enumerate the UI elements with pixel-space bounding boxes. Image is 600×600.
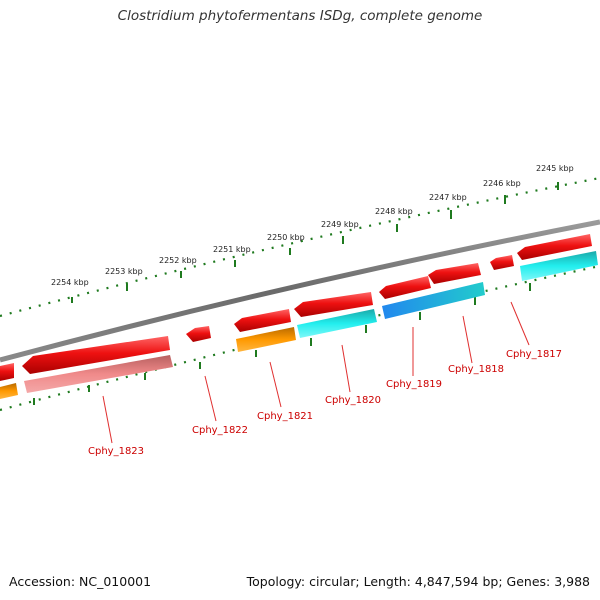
outer-ruler-major-ticks	[71, 182, 559, 303]
gene-arrow[interactable]	[490, 255, 514, 270]
gene-arrow[interactable]	[428, 263, 481, 284]
map-title: Clostridium phytofermentans ISDg, comple…	[117, 8, 483, 24]
inner-ruler-major-ticks	[33, 283, 531, 405]
gene-label-cphy-1818[interactable]: Cphy_1818	[448, 364, 504, 375]
ruler-label: 2246 kbp	[483, 179, 521, 188]
leader-line	[510, 301, 530, 346]
gene-label-cphy-1817[interactable]: Cphy_1817	[506, 349, 562, 360]
gene-label-cphy-1819[interactable]: Cphy_1819	[386, 379, 442, 390]
category-band	[0, 251, 598, 399]
ruler-label: 2254 kbp	[51, 278, 89, 287]
gene-label-cphy-1823[interactable]: Cphy_1823	[88, 446, 144, 457]
gene-category-block[interactable]	[236, 327, 296, 352]
accession-text: Accession: NC_010001	[9, 574, 152, 589]
leader-line	[204, 375, 217, 422]
gene-category-block[interactable]	[382, 282, 485, 319]
gene-category-block[interactable]	[520, 251, 598, 281]
gene-arrow[interactable]	[294, 292, 373, 317]
gene-label-cphy-1822[interactable]: Cphy_1822	[192, 425, 248, 436]
gene-arrow[interactable]	[517, 234, 592, 260]
ruler-label: 2253 kbp	[105, 267, 143, 276]
gene-category-block[interactable]	[24, 355, 173, 393]
gene-label-cphy-1821[interactable]: Cphy_1821	[257, 411, 313, 422]
label-leaders	[102, 301, 530, 444]
gene-arrow[interactable]	[234, 309, 291, 332]
ruler-label: 2245 kbp	[536, 164, 574, 173]
ruler-label: 2251 kbp	[213, 245, 251, 254]
leader-line	[462, 315, 473, 364]
forward-strand	[0, 234, 592, 381]
leader-line	[102, 395, 113, 444]
outer-ruler	[0, 176, 600, 318]
gene-arrow[interactable]	[186, 326, 211, 342]
gene-arrow[interactable]	[0, 363, 14, 381]
gene-arrow[interactable]	[22, 336, 170, 374]
leader-line	[341, 344, 351, 393]
ruler-label: 2247 kbp	[429, 193, 467, 202]
ruler-label: 2252 kbp	[159, 256, 197, 265]
ruler-label: 2248 kbp	[375, 207, 413, 216]
gene-arrow[interactable]	[379, 276, 431, 299]
gene-label-cphy-1820[interactable]: Cphy_1820	[325, 395, 381, 406]
ruler-label: 2250 kbp	[267, 233, 305, 242]
gene-category-block[interactable]	[0, 383, 18, 399]
genome-backbone	[0, 219, 600, 363]
ruler-label: 2249 kbp	[321, 220, 359, 229]
inner-ruler	[0, 264, 600, 412]
leader-line	[269, 361, 282, 408]
genome-summary-text: Topology: circular; Length: 4,847,594 bp…	[246, 574, 590, 589]
gene-category-block[interactable]	[297, 309, 377, 338]
